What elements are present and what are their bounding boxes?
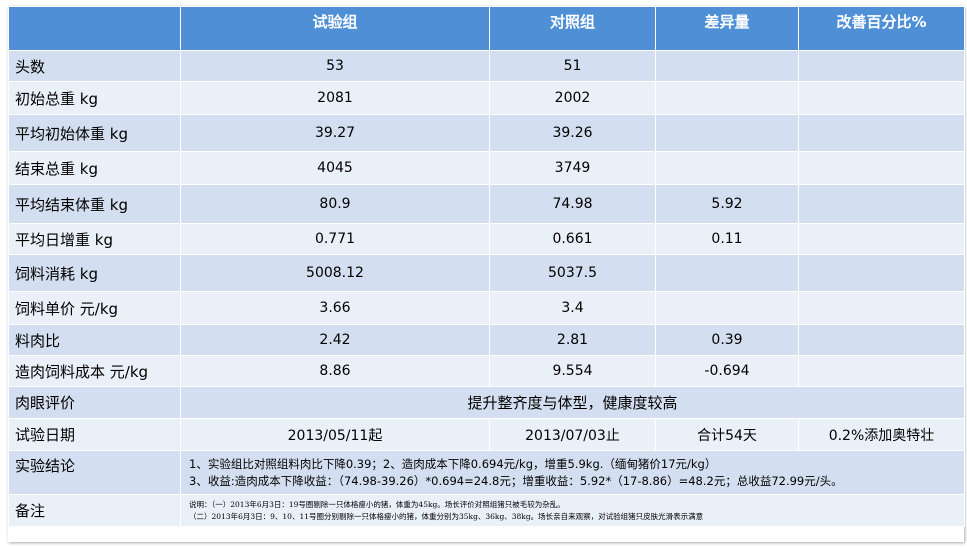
header-improvement-percent: 改善百分比% [798,6,965,51]
conclusion-row: 实验结论 1、实验组比对照组料肉比下降0.39；2、造肉成本下降0.694元/k… [8,450,965,495]
pct-value [798,355,965,387]
remarks-text: 说明：（一）2013年6月3日：19号圈剔除一只体格瘦小的猪，体重为45kg。场… [180,494,965,527]
control-value: 3749 [489,151,656,185]
diff-value [655,81,799,115]
control-value: 5037.5 [489,254,656,292]
visual-evaluation-text: 提升整齐度与体型，健康度较高 [180,386,965,419]
diff-value [655,151,799,185]
row-label: 备注 [8,494,181,527]
row-label: 平均初始体重 kg [8,114,181,152]
row-label: 初始总重 kg [8,81,181,115]
row-label: 肉眼评价 [8,386,181,419]
trial-additive: 0.2%添加奥特壮 [798,418,965,451]
control-value: 3.4 [489,291,656,325]
control-value: 9.554 [489,355,656,387]
diff-value [655,291,799,325]
row-label: 头数 [8,50,181,82]
remarks-row: 备注 说明：（一）2013年6月3日：19号圈剔除一只体格瘦小的猪，体重为45k… [8,494,965,527]
row-label: 饲料单价 元/kg [8,291,181,325]
table-row: 饲料单价 元/kg 3.66 3.4 [8,291,965,325]
remarks-line-1: 说明：（一）2013年6月3日：19号圈剔除一只体格瘦小的猪，体重为45kg。场… [189,499,565,509]
table-row: 结束总重 kg 4045 3749 [8,151,965,185]
pct-value [798,50,965,82]
visual-evaluation-row: 肉眼评价 提升整齐度与体型，健康度较高 [8,386,965,419]
trial-results-table: 试验组 对照组 差异量 改善百分比% 头数 53 51 初始总重 kg 2081… [8,6,965,527]
header-blank [8,6,181,51]
pct-value [798,223,965,255]
trial-date-row: 试验日期 2013/05/11起 2013/07/03止 合计54天 0.2%添… [8,418,965,451]
row-label: 试验日期 [8,418,181,451]
trial-value: 80.9 [180,184,490,224]
row-label: 结束总重 kg [8,151,181,185]
trial-value: 2081 [180,81,490,115]
row-label: 平均日增重 kg [8,223,181,255]
trial-value: 8.86 [180,355,490,387]
trial-start-date: 2013/05/11起 [180,418,490,451]
trial-total-days: 合计54天 [655,418,799,451]
control-value: 2002 [489,81,656,115]
row-label: 造肉饲料成本 元/kg [8,355,181,387]
trial-value: 39.27 [180,114,490,152]
pct-value [798,184,965,224]
control-value: 0.661 [489,223,656,255]
pct-value [798,81,965,115]
row-label: 料肉比 [8,324,181,356]
table-row: 造肉饲料成本 元/kg 8.86 9.554 -0.694 [8,355,965,387]
control-value: 74.98 [489,184,656,224]
row-label: 饲料消耗 kg [8,254,181,292]
table-row: 初始总重 kg 2081 2002 [8,81,965,115]
remarks-line-2: （二）2013年6月3日：9、10、11号圈分别剔除一只体格瘦小的猪，体重分别为… [189,511,704,521]
trial-end-date: 2013/07/03止 [489,418,656,451]
diff-value: 0.39 [655,324,799,356]
table-row: 饲料消耗 kg 5008.12 5037.5 [8,254,965,292]
trial-value: 5008.12 [180,254,490,292]
row-label: 平均结束体重 kg [8,184,181,224]
pct-value [798,254,965,292]
header-control-group: 对照组 [489,6,656,51]
control-value: 2.81 [489,324,656,356]
conclusion-line-1: 1、实验组比对照组料肉比下降0.39；2、造肉成本下降0.694元/kg，增重5… [189,456,717,471]
header-trial-group: 试验组 [180,6,490,51]
diff-value: 5.92 [655,184,799,224]
table-row: 料肉比 2.42 2.81 0.39 [8,324,965,356]
trial-value: 4045 [180,151,490,185]
diff-value [655,254,799,292]
header-row: 试验组 对照组 差异量 改善百分比% [8,6,965,51]
conclusion-text: 1、实验组比对照组料肉比下降0.39；2、造肉成本下降0.694元/kg，增重5… [180,450,965,495]
row-label: 实验结论 [8,450,181,495]
table-row: 头数 53 51 [8,50,965,82]
pct-value [798,114,965,152]
diff-value [655,114,799,152]
conclusion-line-2: 3、收益:造肉成本下降收益：（74.98-39.26）*0.694=24.8元；… [189,473,843,488]
diff-value: 0.11 [655,223,799,255]
table-row: 平均日增重 kg 0.771 0.661 0.11 [8,223,965,255]
table-row: 平均初始体重 kg 39.27 39.26 [8,114,965,152]
diff-value: -0.694 [655,355,799,387]
control-value: 39.26 [489,114,656,152]
table-row: 平均结束体重 kg 80.9 74.98 5.92 [8,184,965,224]
control-value: 51 [489,50,656,82]
header-difference: 差异量 [655,6,799,51]
pct-value [798,291,965,325]
trial-value: 0.771 [180,223,490,255]
pct-value [798,324,965,356]
trial-value: 2.42 [180,324,490,356]
pct-value [798,151,965,185]
diff-value [655,50,799,82]
trial-value: 3.66 [180,291,490,325]
data-table-container: 试验组 对照组 差异量 改善百分比% 头数 53 51 初始总重 kg 2081… [8,6,965,542]
trial-value: 53 [180,50,490,82]
